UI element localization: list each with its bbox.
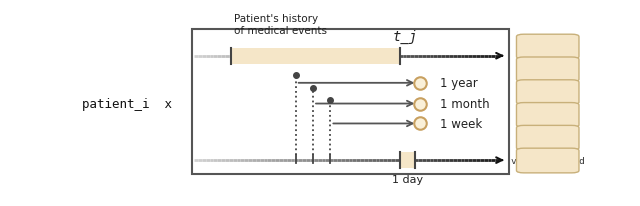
FancyBboxPatch shape bbox=[516, 80, 579, 105]
FancyBboxPatch shape bbox=[516, 58, 579, 82]
Text: code/count: code/count bbox=[519, 43, 577, 52]
Text: 1 year: 1 year bbox=[440, 77, 477, 90]
Bar bbox=[400, 152, 415, 168]
Text: 1 month: 1 month bbox=[440, 98, 489, 110]
Text: value/sum_sqd: value/sum_sqd bbox=[510, 156, 585, 165]
FancyBboxPatch shape bbox=[516, 35, 579, 60]
Text: value/max: value/max bbox=[522, 133, 573, 143]
Text: 1 day: 1 day bbox=[392, 174, 423, 184]
FancyBboxPatch shape bbox=[516, 149, 579, 173]
Text: t_j: t_j bbox=[392, 30, 417, 44]
Text: patient_i  x: patient_i x bbox=[83, 98, 173, 110]
Text: value/sum: value/sum bbox=[522, 88, 573, 97]
Text: value/min: value/min bbox=[522, 111, 573, 120]
FancyBboxPatch shape bbox=[516, 103, 579, 128]
Bar bbox=[231, 49, 400, 64]
Text: x: x bbox=[516, 97, 526, 111]
Text: Patient's history
of medical events: Patient's history of medical events bbox=[234, 14, 327, 36]
Bar bbox=[191, 30, 509, 175]
Text: 1 week: 1 week bbox=[440, 117, 482, 130]
FancyBboxPatch shape bbox=[516, 126, 579, 150]
Text: value/count: value/count bbox=[516, 66, 579, 75]
